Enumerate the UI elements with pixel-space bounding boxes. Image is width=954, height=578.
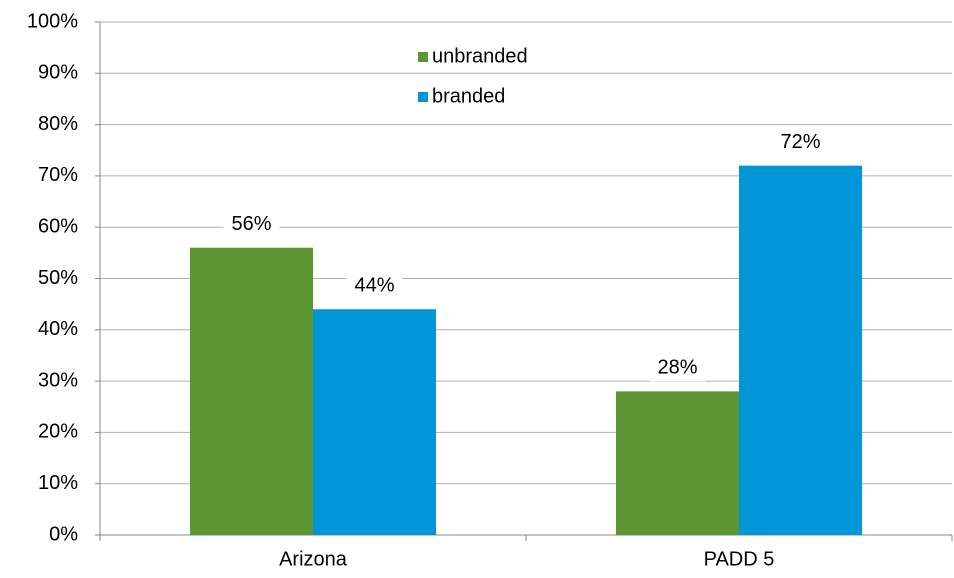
bar [190, 247, 313, 535]
x-tick-label: PADD 5 [704, 548, 775, 570]
y-tick-label: 90% [38, 62, 78, 84]
value-label: 44% [354, 275, 394, 297]
legend-label: unbranded [432, 45, 528, 67]
y-tick-label: 0% [49, 523, 78, 545]
value-label: 56% [231, 213, 271, 235]
value-label: 72% [780, 131, 820, 153]
label-bg [346, 273, 403, 300]
y-tick-label: 100% [27, 10, 78, 32]
value-label: 28% [657, 357, 697, 379]
legend-label: branded [432, 85, 505, 107]
y-tick-label: 80% [38, 113, 78, 135]
y-tick-label: 30% [38, 369, 78, 391]
label-bg [649, 355, 706, 382]
label-bg [772, 129, 829, 156]
bar [616, 391, 739, 535]
y-tick-label: 20% [38, 421, 78, 443]
legend-swatch [418, 52, 428, 62]
y-tick-label: 10% [38, 472, 78, 494]
bar [313, 309, 436, 535]
x-tick-label: Arizona [279, 548, 348, 570]
y-tick-label: 50% [38, 267, 78, 289]
y-tick-label: 60% [38, 215, 78, 237]
y-tick-label: 40% [38, 318, 78, 340]
legend-swatch [418, 92, 428, 102]
label-bg [223, 211, 280, 238]
y-tick-label: 70% [38, 164, 78, 186]
bar [739, 165, 862, 535]
